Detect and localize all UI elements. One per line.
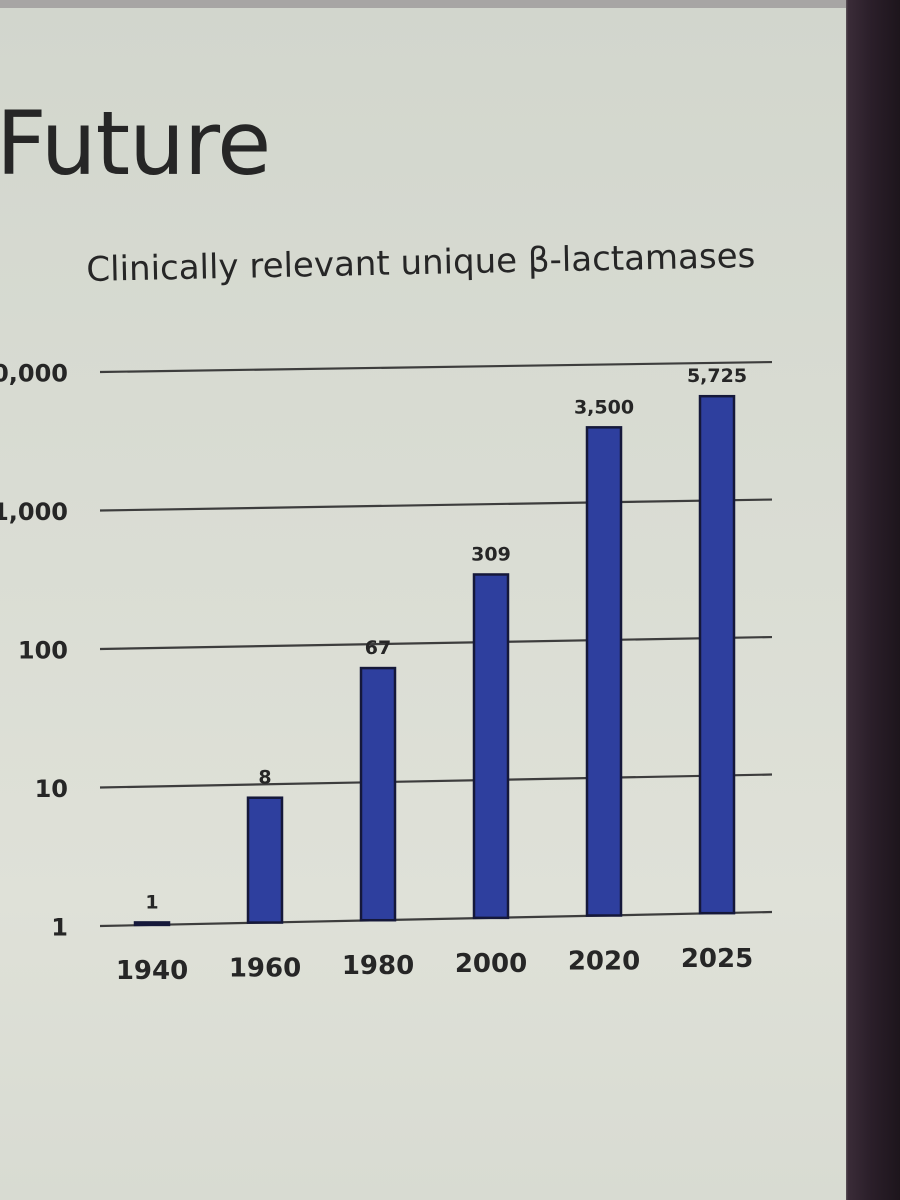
slide-top-edge: [0, 0, 846, 8]
gridline-1: [99, 910, 773, 928]
x-tick-label-2020: 2020: [568, 947, 640, 977]
x-tick-label-1960: 1960: [229, 954, 301, 984]
bar-2020: [585, 426, 623, 917]
gridline-1000: [99, 498, 773, 512]
data-label-1960: 8: [258, 767, 271, 789]
y-tick-label: 1: [51, 914, 68, 942]
gridline-10: [99, 773, 773, 789]
y-tick-label: 100: [18, 637, 68, 665]
bar-1940: [133, 921, 171, 927]
data-label-1980: 67: [365, 637, 391, 659]
gridline-10000: [99, 360, 773, 374]
data-label-2025: 5,725: [687, 365, 747, 387]
y-tick-label: 10: [35, 775, 68, 803]
y-tick-label: 10,000: [0, 359, 68, 387]
labels: 1 10 100 1,000 10,000 1 1940 8 1960 67 1980 309 2000…: [0, 359, 753, 985]
bar-1960: [246, 796, 284, 924]
bar-1980: [359, 666, 397, 922]
x-tick-label-1980: 1980: [342, 951, 414, 981]
bar-2000: [472, 573, 510, 920]
presentation-slide: Future Clinically relevant unique β-lact…: [0, 0, 846, 1200]
x-tick-label-2025: 2025: [681, 944, 753, 974]
slide-title: Future: [0, 92, 271, 195]
bars: [133, 394, 736, 927]
bar-chart: 1 10 100 1,000 10,000 1 1940 8 1960 67 1980 309 2000…: [0, 359, 773, 985]
gridlines: [99, 360, 773, 928]
data-label-2000: 309: [471, 543, 511, 565]
bar-2025: [698, 394, 736, 915]
gridline-100: [99, 635, 773, 651]
x-tick-label-1940: 1940: [116, 956, 188, 986]
data-label-1940: 1: [145, 891, 158, 913]
data-label-2020: 3,500: [574, 396, 634, 418]
x-tick-label-2000: 2000: [455, 949, 527, 979]
y-tick-label: 1,000: [0, 498, 68, 526]
